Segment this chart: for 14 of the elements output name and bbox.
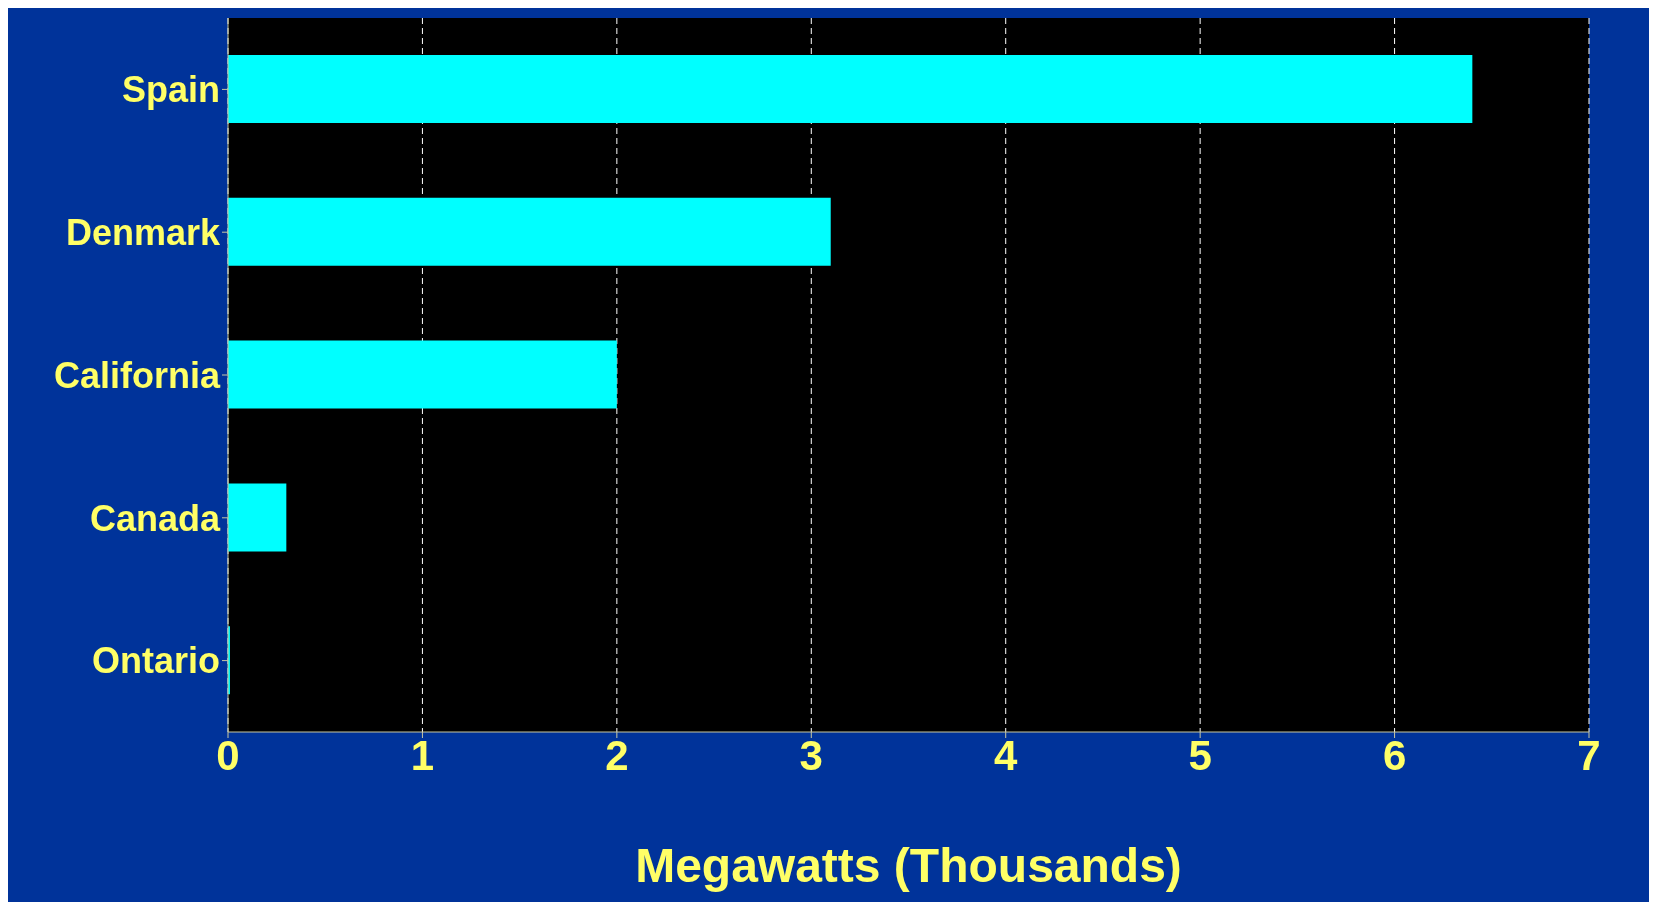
x-tick-label: 6 xyxy=(1382,731,1407,779)
x-tick-label: 5 xyxy=(1188,731,1212,779)
y-tick-label: Ontario xyxy=(91,640,220,682)
y-tick-label: California xyxy=(53,354,221,396)
y-tick-label: Spain xyxy=(121,69,220,111)
x-tick-label: 4 xyxy=(994,731,1019,779)
x-tick-label: 0 xyxy=(216,731,240,779)
x-axis-title: Megawatts (Thousands) xyxy=(635,839,1182,892)
x-tick-label: 1 xyxy=(410,731,435,779)
y-tick-label: Denmark xyxy=(65,211,221,253)
y-tick-label: Canada xyxy=(89,497,221,539)
x-tick-label: 2 xyxy=(605,731,629,779)
x-tick-label: 7 xyxy=(1577,731,1601,779)
x-tick-label: 3 xyxy=(799,731,823,779)
